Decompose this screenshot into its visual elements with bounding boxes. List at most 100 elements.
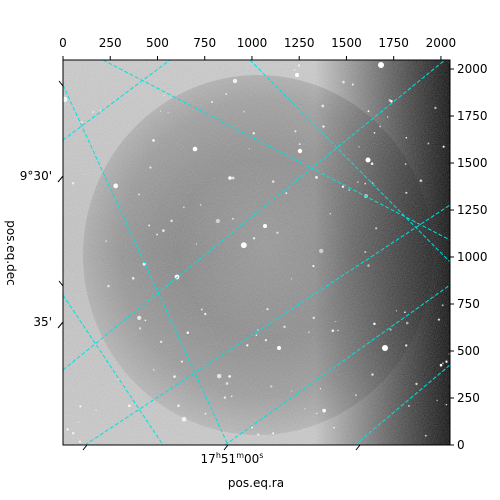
bright-star: [228, 176, 232, 180]
star: [163, 94, 165, 97]
grid-line: [63, 294, 164, 445]
star: [405, 321, 409, 325]
star: [107, 284, 110, 288]
star: [298, 143, 301, 145]
star: [272, 432, 275, 435]
star: [66, 428, 69, 431]
star: [152, 368, 155, 371]
star: [92, 111, 94, 113]
star: [71, 432, 75, 435]
star: [228, 375, 231, 378]
star: [232, 78, 238, 84]
star: [395, 310, 398, 312]
star: [437, 318, 441, 321]
star: [371, 373, 374, 376]
star: [427, 142, 430, 145]
star: [367, 264, 370, 267]
x-tick-label: 1750: [378, 36, 409, 50]
star: [389, 328, 392, 331]
star: [177, 404, 180, 408]
y-tick-label: 750: [457, 297, 480, 311]
star: [170, 219, 173, 223]
dec-tick-mark: [57, 175, 64, 183]
y-tick-label: 250: [457, 391, 480, 405]
star: [297, 64, 301, 67]
star: [167, 111, 169, 114]
bright-star: [295, 73, 299, 77]
x-tick-label: 750: [193, 36, 216, 50]
star: [215, 218, 221, 224]
dec-tick-mark: [57, 321, 64, 329]
star: [276, 231, 279, 234]
star: [138, 327, 142, 330]
star: [232, 217, 234, 220]
star: [78, 421, 80, 423]
grid-line: [102, 60, 450, 241]
star: [322, 408, 326, 413]
star: [322, 125, 325, 128]
star: [354, 394, 357, 397]
ra-tick-mark: [223, 444, 229, 451]
star: [319, 388, 322, 390]
star: [335, 320, 337, 323]
star: [312, 316, 316, 320]
star: [285, 192, 288, 195]
star: [415, 382, 418, 386]
star: [351, 83, 354, 86]
star: [271, 180, 275, 183]
star: [248, 148, 250, 150]
y-tick-label: 0: [457, 438, 465, 452]
star: [195, 243, 198, 245]
image-area: [63, 60, 450, 445]
dec-tick-label: 35': [33, 315, 52, 329]
star-field: [63, 62, 450, 443]
star: [71, 182, 75, 185]
star: [407, 404, 410, 407]
x-tick-label: 2000: [426, 36, 457, 50]
star: [230, 395, 233, 398]
bright-star: [263, 224, 267, 228]
star: [357, 181, 359, 183]
star: [348, 189, 350, 191]
star: [329, 213, 332, 215]
star: [333, 426, 335, 429]
grid-line: [63, 60, 446, 371]
star: [373, 322, 376, 326]
x-tick-label: 1250: [284, 36, 315, 50]
star: [173, 375, 176, 378]
star: [159, 340, 163, 344]
star: [379, 125, 382, 128]
grid-line: [63, 60, 171, 141]
ra-tick-mark: [82, 444, 88, 451]
star: [204, 412, 207, 415]
world-axes: 9°30' 35' 17h51m00s: [20, 80, 361, 466]
star: [439, 363, 443, 367]
star: [152, 139, 155, 142]
star: [156, 233, 158, 236]
y-axis-label: pos.eq.dec: [4, 220, 18, 285]
star: [315, 176, 318, 179]
star: [204, 312, 207, 316]
star: [293, 69, 296, 71]
star: [319, 248, 324, 254]
y-tick-label: 1000: [457, 250, 488, 264]
dec-tick-mark: [58, 80, 64, 87]
star: [264, 338, 268, 342]
ra-tick-label: 17h51m00s: [201, 451, 264, 466]
star: [434, 106, 437, 110]
star: [341, 185, 345, 188]
star: [404, 344, 408, 347]
star: [159, 110, 162, 112]
coordinate-grid: [63, 60, 450, 445]
ra-tick-mark: [355, 444, 361, 451]
star: [137, 315, 142, 321]
star: [252, 132, 255, 135]
star: [225, 382, 229, 385]
star: [117, 378, 119, 380]
star: [364, 182, 367, 185]
star: [445, 404, 448, 406]
x-tick-label: 1500: [331, 36, 362, 50]
star: [250, 426, 253, 429]
star: [342, 80, 345, 84]
